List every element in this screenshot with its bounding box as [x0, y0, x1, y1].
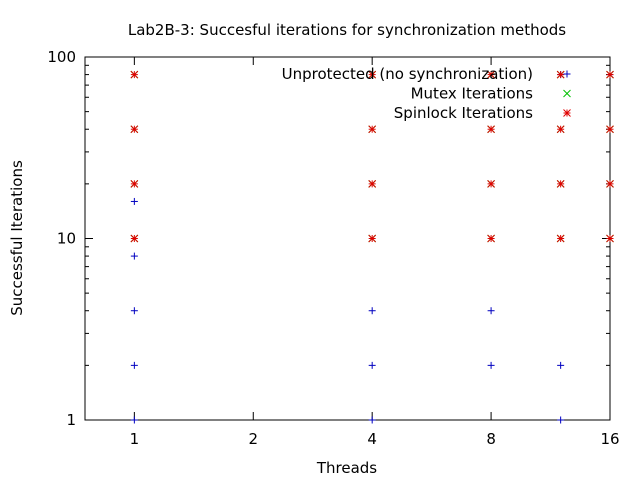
data-point-series-3	[606, 70, 614, 79]
legend-label: Unprotected (no synchronization)	[282, 65, 533, 83]
data-point-series-3	[130, 180, 139, 188]
data-point-series-1	[368, 307, 376, 315]
data-point-series-3	[368, 70, 377, 79]
data-point-series-3	[487, 180, 495, 188]
data-point-series-1	[130, 197, 138, 205]
data-point-series-1	[130, 252, 138, 260]
data-point-series-3	[606, 125, 614, 134]
data-point-series-3	[487, 234, 495, 243]
data-point-series-3	[130, 125, 139, 134]
data-point-series-3	[487, 70, 495, 79]
x-tick-label: 1	[130, 430, 140, 448]
legend-label: Mutex Iterations	[411, 85, 534, 103]
data-point-series-3	[556, 180, 565, 188]
data-point-series-1	[557, 416, 565, 424]
data-point-series-1	[130, 416, 138, 424]
y-tick-label: 10	[57, 230, 76, 248]
data-point-series-1	[487, 361, 495, 369]
y-tick-label: 1	[66, 411, 76, 429]
legend-marker	[563, 109, 571, 117]
x-tick-label: 4	[367, 430, 377, 448]
x-tick-label: 2	[248, 430, 258, 448]
data-point-series-3	[556, 125, 565, 134]
data-point-series-1	[130, 307, 138, 315]
data-point-series-3	[130, 234, 139, 243]
legend-marker	[563, 89, 571, 98]
data-point-series-3	[368, 125, 377, 134]
legend-label: Spinlock Iterations	[394, 104, 533, 122]
data-point-series-3	[368, 234, 377, 243]
data-point-series-1	[368, 416, 376, 424]
data-point-series-3	[556, 234, 565, 243]
x-axis-label: Threads	[316, 459, 377, 477]
chart-title: Lab2B-3: Succesful iterations for synchr…	[128, 21, 566, 39]
legend-marker	[563, 70, 571, 78]
data-point-series-1	[130, 361, 138, 369]
data-point-series-1	[368, 361, 376, 369]
data-point-series-3	[368, 180, 377, 188]
data-point-series-3	[487, 125, 495, 134]
data-point-series-3	[130, 70, 139, 79]
y-axis-label: Successful Iterations	[8, 160, 26, 316]
data-point-series-3	[556, 70, 565, 79]
data-point-series-3	[606, 234, 614, 243]
x-tick-label: 16	[600, 430, 619, 448]
data-point-series-3	[606, 180, 614, 188]
data-point-series-1	[557, 361, 565, 369]
y-tick-label: 100	[47, 48, 76, 66]
x-tick-label: 8	[486, 430, 496, 448]
data-point-series-1	[487, 307, 495, 315]
